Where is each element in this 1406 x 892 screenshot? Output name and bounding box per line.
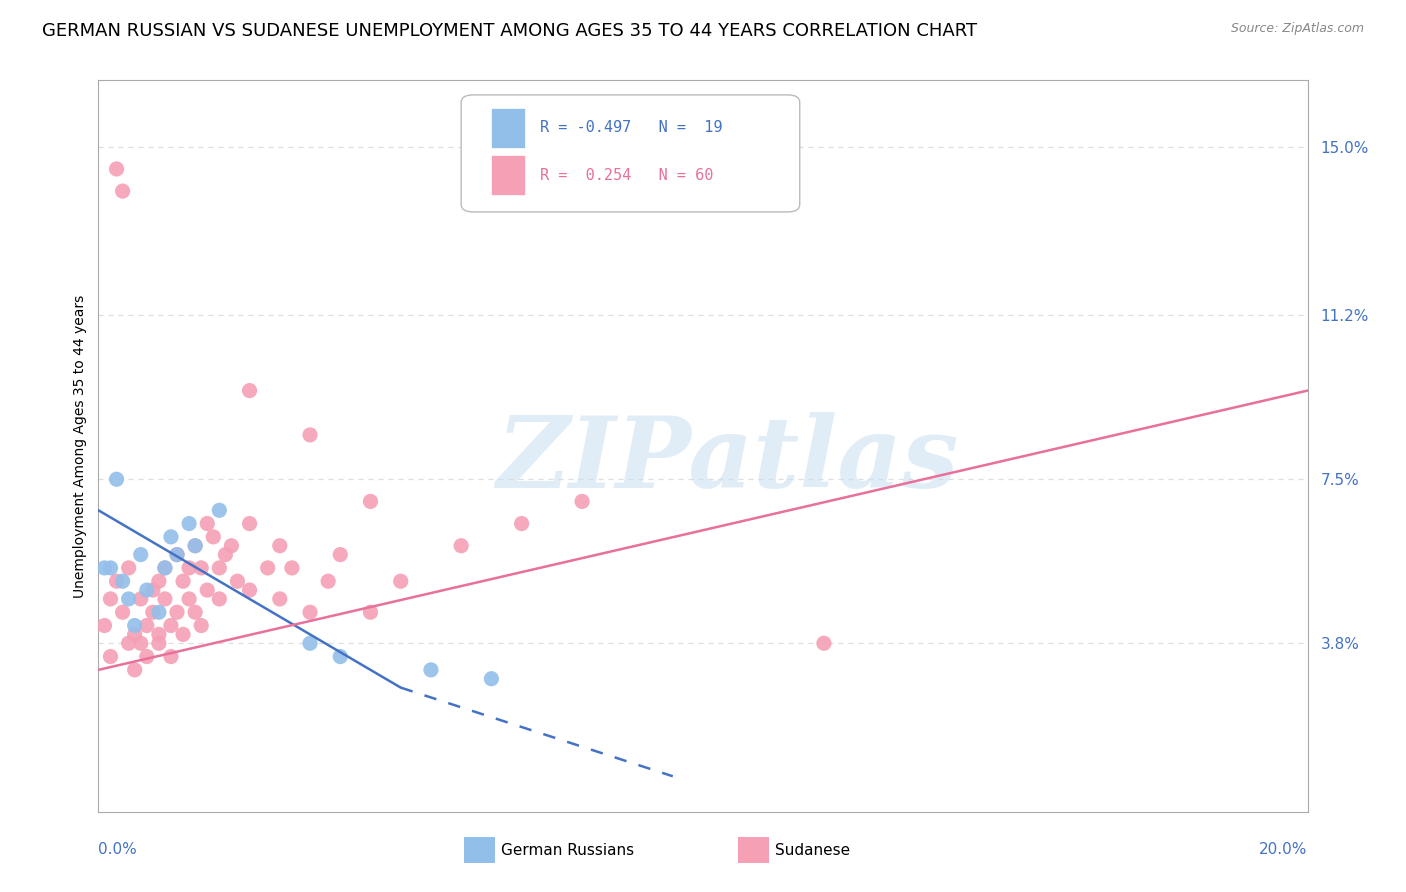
Point <box>148 627 170 641</box>
Point <box>118 561 141 575</box>
Point <box>239 583 262 598</box>
Point <box>93 561 115 575</box>
Point <box>329 548 352 562</box>
Point <box>299 636 322 650</box>
Text: 20.0%: 20.0% <box>1260 842 1308 857</box>
Point <box>360 605 382 619</box>
Point <box>166 605 188 619</box>
Point <box>111 605 134 619</box>
Point <box>148 574 170 589</box>
Point <box>142 605 165 619</box>
Point <box>208 561 231 575</box>
Point <box>160 530 183 544</box>
Point <box>239 516 262 531</box>
Point <box>160 649 183 664</box>
Point <box>239 384 262 398</box>
Point <box>129 591 152 606</box>
Point <box>184 539 207 553</box>
Point <box>124 663 146 677</box>
Point <box>269 591 291 606</box>
Point <box>111 184 134 198</box>
Point <box>105 472 128 486</box>
Point <box>166 548 188 562</box>
Point <box>481 672 503 686</box>
Bar <box>492 155 526 195</box>
Point <box>208 503 231 517</box>
Point <box>105 574 128 589</box>
Text: Sudanese: Sudanese <box>775 843 849 857</box>
Point <box>111 574 134 589</box>
Point <box>299 605 322 619</box>
Point <box>208 591 231 606</box>
Bar <box>492 108 526 148</box>
Text: 0.0%: 0.0% <box>98 842 138 857</box>
Point <box>190 561 212 575</box>
Point <box>420 663 443 677</box>
Point <box>256 561 278 575</box>
Point <box>202 530 225 544</box>
Point <box>329 649 352 664</box>
Point <box>148 636 170 650</box>
Point <box>118 591 141 606</box>
Point <box>179 591 201 606</box>
Point <box>100 649 122 664</box>
FancyBboxPatch shape <box>461 95 800 212</box>
Text: R =  0.254   N = 60: R = 0.254 N = 60 <box>540 168 713 183</box>
Point <box>172 574 194 589</box>
Y-axis label: Unemployment Among Ages 35 to 44 years: Unemployment Among Ages 35 to 44 years <box>73 294 87 598</box>
Point <box>281 561 304 575</box>
Point <box>124 618 146 632</box>
Point <box>153 561 176 575</box>
Point <box>299 428 322 442</box>
Point <box>195 516 218 531</box>
Point <box>153 591 176 606</box>
Text: ZIPatlas: ZIPatlas <box>496 412 959 508</box>
Point <box>105 161 128 176</box>
Point <box>179 561 201 575</box>
Point <box>221 539 243 553</box>
Point <box>153 561 176 575</box>
Point <box>813 636 835 650</box>
Point <box>214 548 236 562</box>
Point <box>360 494 382 508</box>
Point <box>135 649 157 664</box>
Point <box>135 618 157 632</box>
Point <box>450 539 472 553</box>
Text: Source: ZipAtlas.com: Source: ZipAtlas.com <box>1230 22 1364 36</box>
Point <box>135 583 157 598</box>
Point <box>160 618 183 632</box>
Point <box>124 627 146 641</box>
Point <box>389 574 412 589</box>
Point <box>100 561 122 575</box>
Point <box>142 583 165 598</box>
Point <box>148 605 170 619</box>
Point <box>129 548 152 562</box>
Text: German Russians: German Russians <box>501 843 634 857</box>
Text: GERMAN RUSSIAN VS SUDANESE UNEMPLOYMENT AMONG AGES 35 TO 44 YEARS CORRELATION CH: GERMAN RUSSIAN VS SUDANESE UNEMPLOYMENT … <box>42 22 977 40</box>
Point <box>93 618 115 632</box>
Point <box>184 539 207 553</box>
Point <box>571 494 593 508</box>
Point <box>195 583 218 598</box>
Point <box>172 627 194 641</box>
Point <box>316 574 339 589</box>
Point <box>226 574 249 589</box>
Point <box>510 516 533 531</box>
Point <box>100 591 122 606</box>
Point <box>118 636 141 650</box>
Point <box>184 605 207 619</box>
Point <box>190 618 212 632</box>
Text: R = -0.497   N =  19: R = -0.497 N = 19 <box>540 120 723 136</box>
Point <box>179 516 201 531</box>
Point <box>166 548 188 562</box>
Point <box>269 539 291 553</box>
Point <box>129 636 152 650</box>
